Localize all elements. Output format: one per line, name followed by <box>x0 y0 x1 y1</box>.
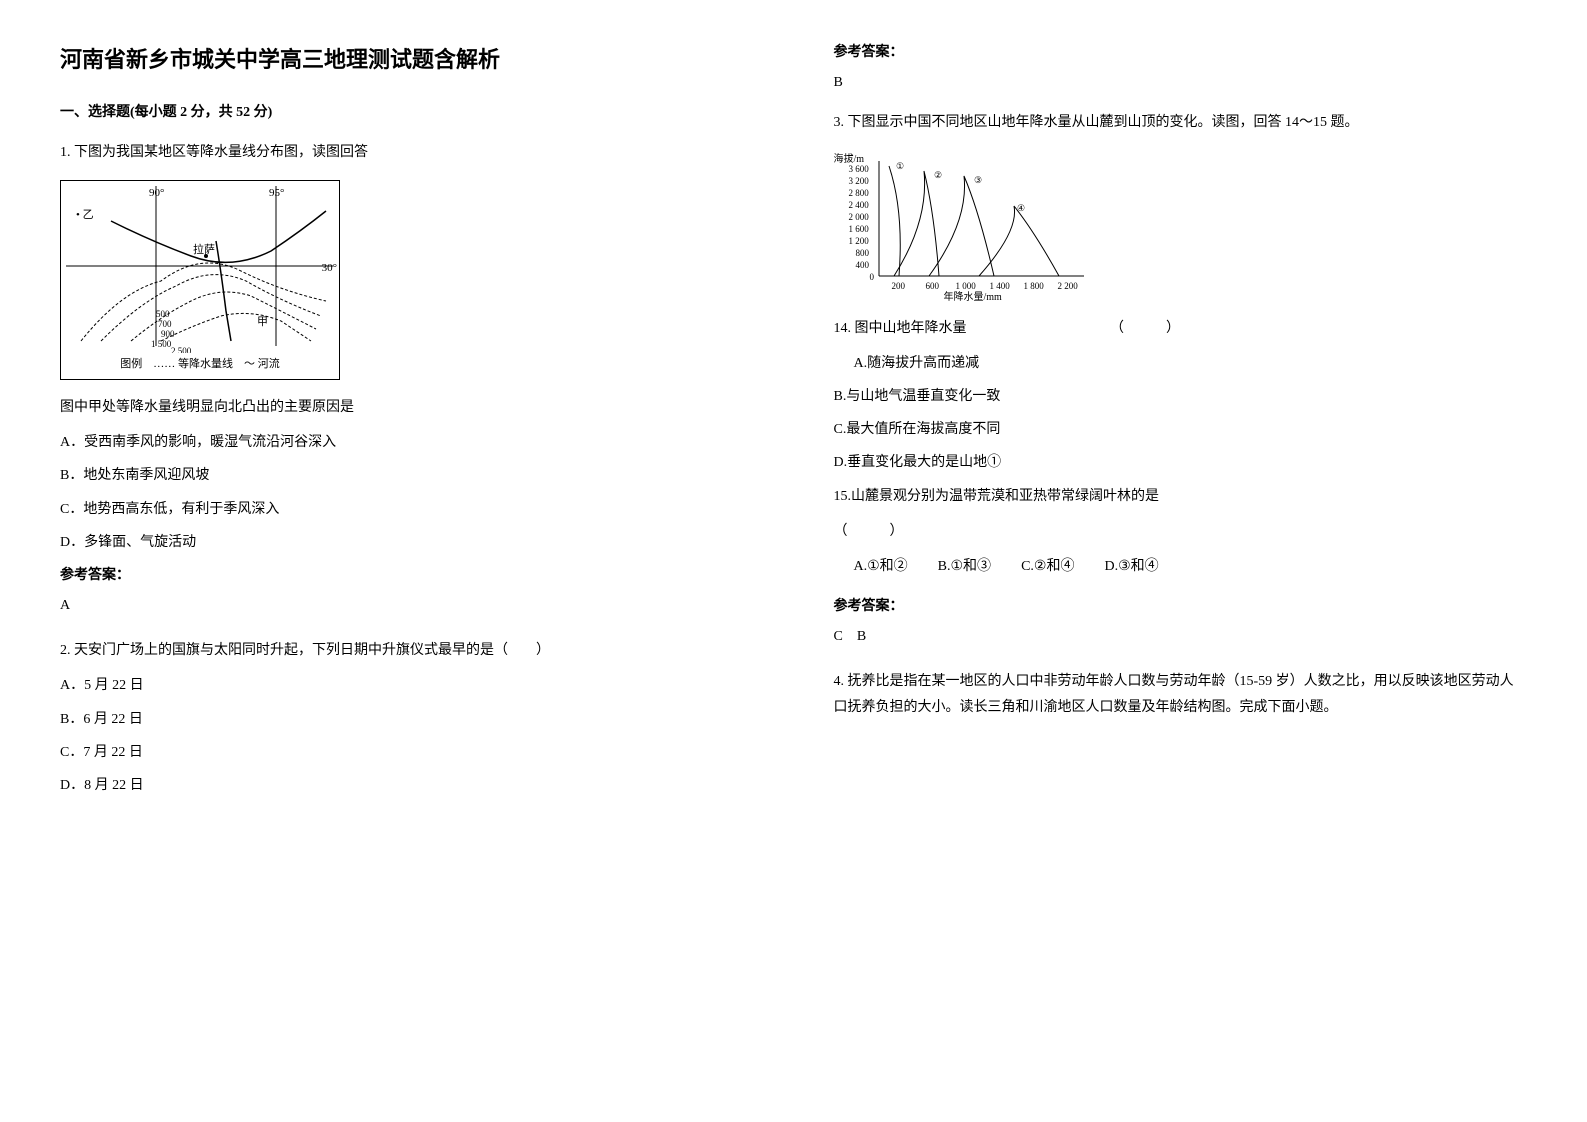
svg-text:②: ② <box>934 170 942 180</box>
option-a: A．受西南季风的影响，暖湿气流沿河谷深入 <box>60 430 754 455</box>
option-d: D．8 月 22 日 <box>60 773 754 798</box>
option-a: A．5 月 22 日 <box>60 673 754 698</box>
question-1: 1. 下图为我国某地区等降水量线分布图，读图回答 <box>60 140 754 619</box>
option-b: B．地处东南季风迎风坡 <box>60 463 754 488</box>
option-d: D．多锋面、气旋活动 <box>60 530 754 555</box>
option-c: C.②和④ <box>1021 554 1074 579</box>
document-page: 河南省新乡市城关中学高三地理测试题含解析 一、选择题(每小题 2 分，共 52 … <box>60 40 1527 818</box>
point-label: • 乙 <box>76 206 94 226</box>
option-b: B．6 月 22 日 <box>60 707 754 732</box>
map-figure: 90° 95° 30° • 乙 拉萨 甲 500 700 900 1 500 2… <box>60 180 340 380</box>
svg-text:③: ③ <box>974 175 982 185</box>
answer-value: B <box>834 70 1528 95</box>
left-column: 河南省新乡市城关中学高三地理测试题含解析 一、选择题(每小题 2 分，共 52 … <box>60 40 754 818</box>
option-a: A.随海拔升高而递减 <box>834 351 1528 376</box>
question-text: 1. 下图为我国某地区等降水量线分布图，读图回答 <box>60 140 754 165</box>
answer-label: 参考答案： <box>834 594 1528 619</box>
option-d: D.垂直变化最大的是山地① <box>834 450 1528 475</box>
svg-text:①: ① <box>896 161 904 171</box>
answer-value: C B <box>834 624 1528 649</box>
question-4: 4. 抚养比是指在某一地区的人口中非劳动年龄人口数与劳动年龄（15-59 岁）人… <box>834 669 1528 719</box>
question-text: 4. 抚养比是指在某一地区的人口中非劳动年龄人口数与劳动年龄（15-59 岁）人… <box>834 669 1528 719</box>
answer-label: 参考答案： <box>60 563 754 588</box>
xtick: 2 200 <box>1058 278 1078 294</box>
option-b: B.①和③ <box>938 554 991 579</box>
paren: （ ） <box>1110 316 1180 341</box>
paren: （ ） <box>834 519 1528 544</box>
option-c: C．7 月 22 日 <box>60 740 754 765</box>
option-b: B.与山地气温垂直变化一致 <box>834 384 1528 409</box>
map-legend: 图例 …… 等降水量线 〜 河流 <box>66 353 334 377</box>
xtick: 600 <box>926 278 940 294</box>
chart-figure: ① ② ③ ④ 海拔/m 3 600 3 200 2 800 2 400 2 0… <box>834 151 1114 301</box>
question-15-text: 15.山麓景观分别为温带荒漠和亚热带常绿阔叶林的是 <box>834 484 1528 509</box>
xlabel: 年降水量/mm <box>944 289 1002 307</box>
section-title: 一、选择题(每小题 2 分，共 52 分) <box>60 100 754 125</box>
answer-label: 参考答案： <box>834 40 1528 65</box>
svg-text:④: ④ <box>1017 203 1025 213</box>
option-c: C.最大值所在海拔高度不同 <box>834 417 1528 442</box>
question-2: 2. 天安门广场上的国旗与太阳同时升起，下列日期中升旗仪式最早的是（ ） A．5… <box>60 638 754 798</box>
answer-value: A <box>60 593 754 618</box>
option-a: A.①和② <box>854 554 908 579</box>
question-text: 2. 天安门广场上的国旗与太阳同时升起，下列日期中升旗仪式最早的是（ ） <box>60 638 754 663</box>
map-svg <box>61 181 341 356</box>
options-row: A.①和② B.①和③ C.②和④ D.③和④ <box>834 554 1528 579</box>
option-c: C．地势西高东低，有利于季风深入 <box>60 497 754 522</box>
lat-label: 30° <box>322 259 337 279</box>
lon-label: 95° <box>269 184 284 204</box>
question-14-text: 14. 图中山地年降水量 （ ） <box>834 316 1528 341</box>
lon-label: 90° <box>149 184 164 204</box>
ytick: 0 <box>870 269 875 285</box>
ytick: 400 <box>856 257 870 273</box>
jia-label: 甲 <box>257 313 268 333</box>
question-subtext: 图中甲处等降水量线明显向北凸出的主要原因是 <box>60 395 754 420</box>
right-column: 参考答案： B 3. 下图显示中国不同地区山地年降水量从山麓到山顶的变化。读图，… <box>834 40 1528 818</box>
isoline-label: 1 500 <box>151 336 171 352</box>
xtick: 1 800 <box>1024 278 1044 294</box>
city-label: 拉萨 <box>193 241 215 261</box>
q14-text: 14. 图中山地年降水量 <box>834 321 967 336</box>
question-3: 3. 下图显示中国不同地区山地年降水量从山麓到山顶的变化。读图，回答 14～15… <box>834 110 1528 649</box>
option-d: D.③和④ <box>1104 554 1158 579</box>
xtick: 200 <box>892 278 906 294</box>
document-title: 河南省新乡市城关中学高三地理测试题含解析 <box>60 40 754 80</box>
question-text: 3. 下图显示中国不同地区山地年降水量从山麓到山顶的变化。读图，回答 14～15… <box>834 110 1528 135</box>
